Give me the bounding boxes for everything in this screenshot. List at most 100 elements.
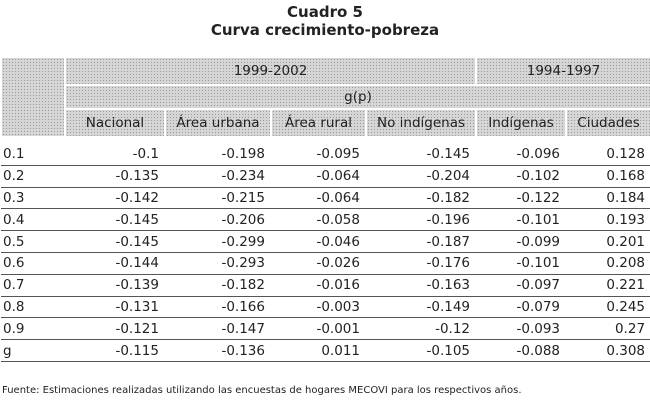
cell: -0.046	[271, 230, 366, 253]
table-row: 0.5 -0.145 -0.299 -0.046 -0.187 -0.099 0.201	[1, 230, 650, 253]
cell: -0.079	[476, 296, 567, 319]
cell: -0.196	[366, 208, 477, 232]
cell: -0.058	[271, 208, 366, 232]
row-label: 0.3	[1, 187, 65, 210]
cell: -0.095	[271, 137, 366, 166]
row-label: 0.2	[1, 165, 65, 188]
column-header: Área rural	[270, 108, 367, 138]
cell: -0.234	[165, 165, 271, 188]
cell: -0.001	[271, 317, 366, 341]
row-label: 0.4	[1, 208, 65, 232]
cell: -0.003	[271, 296, 366, 319]
column-header: No indígenas	[364, 108, 478, 138]
cell: -0.1	[65, 137, 165, 166]
table-row: 0.8 -0.131 -0.166 -0.003 -0.149 -0.079 0.245	[1, 296, 650, 319]
table-row: 0.1 -0.1 -0.198 -0.095 -0.145 -0.096 0.128	[1, 137, 650, 166]
header-row: Nacional Área urbana Área rural No indígena…	[1, 108, 650, 138]
table-row: 0.7 -0.139 -0.182 -0.016 -0.163 -0.097 0.221	[1, 274, 650, 297]
cell: -0.064	[271, 187, 366, 210]
cell: 0.011	[271, 339, 366, 362]
cell: 0.128	[566, 137, 650, 166]
row-label: 0.5	[1, 230, 65, 253]
column-header: Nacional	[64, 108, 166, 138]
cell: -0.293	[165, 252, 271, 275]
cell: -0.064	[271, 165, 366, 188]
cell: -0.144	[65, 252, 165, 275]
cell: -0.176	[366, 252, 477, 275]
source-note: Fuente: Estimaciones realizadas utilizan…	[2, 385, 522, 396]
data-table: 1999-2002 1994-1997 g(p) Nacional Área urban…	[0, 56, 650, 362]
cell: -0.198	[165, 137, 271, 166]
cell: -0.122	[476, 187, 567, 210]
cell: -0.096	[476, 137, 567, 166]
cell: -0.088	[476, 339, 567, 362]
column-header: Ciudades	[565, 108, 650, 138]
table-header: 1999-2002 1994-1997 g(p) Nacional Área urban…	[0, 56, 650, 138]
cell: -0.115	[65, 339, 165, 362]
cell: -0.187	[366, 230, 477, 253]
cell: 0.27	[566, 317, 650, 341]
cell: -0.145	[65, 208, 165, 232]
table-row: g -0.115 -0.136 0.011 -0.105 -0.088 0.308	[1, 339, 650, 362]
cell: -0.101	[476, 208, 567, 232]
table-title: Cuadro 5	[287, 3, 363, 21]
cell: 0.193	[566, 208, 650, 232]
cell: -0.093	[476, 317, 567, 341]
cell: -0.139	[65, 274, 165, 297]
cell: 0.184	[566, 187, 650, 210]
cell: 0.168	[566, 165, 650, 188]
cell: 0.201	[566, 230, 650, 253]
group-header: 1994-1997	[475, 56, 650, 86]
table-row: 0.9 -0.121 -0.147 -0.001 -0.12 -0.093 0.27	[1, 317, 650, 341]
cell: -0.182	[366, 187, 477, 210]
cell: -0.142	[65, 187, 165, 210]
cell: -0.136	[165, 339, 271, 362]
cell: -0.182	[165, 274, 271, 297]
cell: -0.215	[165, 187, 271, 210]
table-row: 0.6 -0.144 -0.293 -0.026 -0.176 -0.101 0.208	[1, 252, 650, 275]
row-label: 0.1	[1, 137, 65, 166]
cell: 0.245	[566, 296, 650, 319]
cell: -0.102	[476, 165, 567, 188]
table-row: 0.4 -0.145 -0.206 -0.058 -0.196 -0.101 0.193	[1, 208, 650, 232]
cell: -0.026	[271, 252, 366, 275]
group-header: 1999-2002	[63, 56, 478, 86]
cell: -0.016	[271, 274, 366, 297]
cell: 0.221	[566, 274, 650, 297]
row-label: 0.6	[1, 252, 65, 275]
table-row: 0.3 -0.142 -0.215 -0.064 -0.182 -0.122 0.184	[1, 187, 650, 210]
table-row: 0.2 -0.135 -0.234 -0.064 -0.204 -0.102 0.168	[1, 165, 650, 188]
column-header: Área urbana	[164, 108, 272, 138]
table-subtitle: Curva crecimiento-pobreza	[210, 21, 440, 39]
cell: -0.145	[65, 230, 165, 253]
corner-cell	[0, 56, 66, 138]
header-row: 1999-2002 1994-1997	[0, 56, 650, 138]
cell: -0.299	[165, 230, 271, 253]
cell: -0.204	[366, 165, 477, 188]
table-body: 0.1 -0.1 -0.198 -0.095 -0.145 -0.096 0.128 0.2-…	[1, 137, 650, 362]
cell: -0.149	[366, 296, 477, 319]
cell: -0.121	[65, 317, 165, 341]
subheader: g(p)	[63, 84, 650, 110]
cell: -0.12	[366, 317, 477, 341]
header-row: g(p)	[1, 84, 650, 110]
cell: -0.147	[165, 317, 271, 341]
cell: -0.099	[476, 230, 567, 253]
row-label: g	[1, 339, 65, 362]
cell: -0.131	[65, 296, 165, 319]
cell: 0.208	[566, 252, 650, 275]
cell: -0.163	[366, 274, 477, 297]
column-header: Indígenas	[475, 108, 568, 138]
cell: 0.308	[566, 339, 650, 362]
cell: -0.101	[476, 252, 567, 275]
cell: -0.097	[476, 274, 567, 297]
cell: -0.145	[366, 137, 477, 166]
row-label: 0.8	[1, 296, 65, 319]
row-label: 0.9	[1, 317, 65, 341]
cell: -0.206	[165, 208, 271, 232]
cell: -0.135	[65, 165, 165, 188]
cell: -0.166	[165, 296, 271, 319]
row-label: 0.7	[1, 274, 65, 297]
cell: -0.105	[366, 339, 477, 362]
